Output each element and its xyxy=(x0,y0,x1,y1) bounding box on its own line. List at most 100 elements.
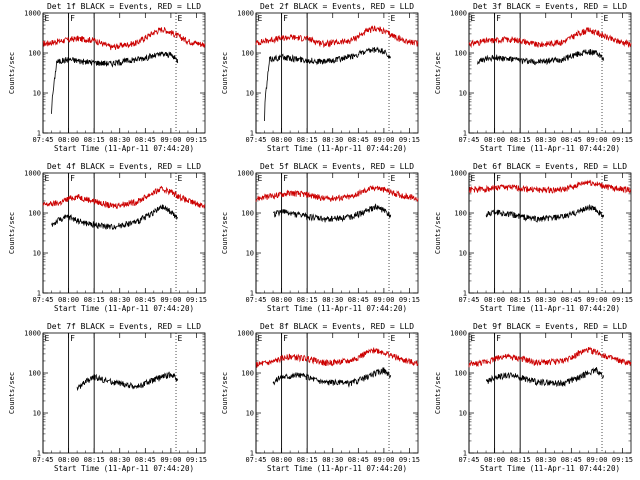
lld-series-line xyxy=(42,27,206,51)
y-axis-label: Counts/sec xyxy=(434,52,442,94)
x-tick-label: 07:45 xyxy=(458,136,479,144)
x-tick-label: 07:45 xyxy=(32,136,53,144)
x-tick-label: 08:45 xyxy=(561,136,582,144)
x-tick-label: 08:15 xyxy=(84,136,105,144)
x-tick-label: 08:30 xyxy=(322,296,343,304)
x-tick-label: 08:30 xyxy=(535,136,556,144)
marker-label: E xyxy=(178,334,183,343)
y-tick-label: 1 xyxy=(463,450,467,458)
x-tick-label: 09:00 xyxy=(373,296,394,304)
y-tick-label: 1 xyxy=(37,290,41,298)
x-tick-label: 08:30 xyxy=(109,136,130,144)
lld-series-line xyxy=(255,347,419,368)
detector-panel-5: Det 5f BLACK = Events, RED = LLD 1 10 100 10… xyxy=(213,160,426,320)
y-axis-label: Counts/sec xyxy=(8,212,16,254)
x-tick-label: 08:30 xyxy=(535,456,556,464)
x-tick-label: 08:15 xyxy=(510,456,531,464)
detector-panel-1: Det 1f BLACK = Events, RED = LLD 1 10 100 10… xyxy=(0,0,213,160)
x-tick-label: 08:30 xyxy=(109,296,130,304)
x-tick-label: 09:15 xyxy=(612,136,633,144)
x-tick-label: 08:00 xyxy=(58,136,79,144)
marker-label: F xyxy=(70,334,75,343)
x-tick-label: 08:45 xyxy=(561,296,582,304)
x-axis-label: Start Time (11-Apr-11 07:44:20) xyxy=(480,304,620,313)
marker-label: F xyxy=(496,334,501,343)
y-tick-label: 100 xyxy=(28,50,41,58)
x-tick-label: 07:45 xyxy=(32,456,53,464)
lld-series-line xyxy=(468,27,632,49)
y-tick-label: 10 xyxy=(33,90,41,98)
plot-frame xyxy=(468,332,632,454)
x-tick-label: 08:00 xyxy=(58,456,79,464)
y-tick-label: 10 xyxy=(33,410,41,418)
x-tick-label: 08:45 xyxy=(348,296,369,304)
x-tick-label: 08:30 xyxy=(322,456,343,464)
marker-label: E xyxy=(604,14,609,23)
y-tick-label: 1000 xyxy=(237,330,254,338)
events-series-line xyxy=(51,204,178,231)
x-tick-label: 09:00 xyxy=(586,296,607,304)
x-axis-label: Start Time (11-Apr-11 07:44:20) xyxy=(54,304,194,313)
y-tick-label: 100 xyxy=(454,370,467,378)
y-tick-label: 1000 xyxy=(237,170,254,178)
x-tick-label: 08:00 xyxy=(484,296,505,304)
marker-label: F xyxy=(70,14,75,23)
x-tick-label: 09:00 xyxy=(373,136,394,144)
detector-panel-9: Det 9f BLACK = Events, RED = LLD 1 10 100 10… xyxy=(426,320,639,480)
y-tick-label: 10 xyxy=(246,90,254,98)
marker-label: E xyxy=(604,174,609,183)
marker-label: E xyxy=(391,174,396,183)
marker-label: E xyxy=(471,334,476,343)
events-series-line xyxy=(76,371,179,392)
plot-frame xyxy=(255,12,419,134)
x-tick-label: 08:15 xyxy=(297,296,318,304)
y-tick-label: 1 xyxy=(463,130,467,138)
marker-label: F xyxy=(496,174,501,183)
panel-title: Det 7f BLACK = Events, RED = LLD xyxy=(47,322,201,331)
panel-title: Det 1f BLACK = Events, RED = LLD xyxy=(47,2,201,11)
events-series-line xyxy=(272,367,392,388)
detector-panel-8: Det 8f BLACK = Events, RED = LLD 1 10 100 10… xyxy=(213,320,426,480)
x-tick-label: 09:15 xyxy=(612,296,633,304)
panel-title: Det 5f BLACK = Events, RED = LLD xyxy=(260,162,414,171)
marker-label: E xyxy=(258,14,263,23)
lld-series-line xyxy=(468,346,632,368)
y-tick-label: 100 xyxy=(454,50,467,58)
marker-label: E xyxy=(178,14,183,23)
y-tick-label: 100 xyxy=(241,50,254,58)
y-tick-label: 100 xyxy=(454,210,467,218)
x-tick-label: 08:00 xyxy=(484,136,505,144)
x-tick-label: 08:15 xyxy=(84,456,105,464)
y-tick-label: 1 xyxy=(250,130,254,138)
marker-label: E xyxy=(391,334,396,343)
marker-label: E xyxy=(45,334,50,343)
panel-title: Det 8f BLACK = Events, RED = LLD xyxy=(260,322,414,331)
x-tick-label: 09:15 xyxy=(399,136,420,144)
y-tick-label: 10 xyxy=(459,250,467,258)
y-tick-label: 10 xyxy=(246,250,254,258)
panel-svg: Det 6f BLACK = Events, RED = LLD 1 10 100 10… xyxy=(434,162,633,313)
panel-title: Det 6f BLACK = Events, RED = LLD xyxy=(473,162,627,171)
plot-frame xyxy=(468,12,632,134)
panel-svg: Det 8f BLACK = Events, RED = LLD 1 10 100 10… xyxy=(221,322,420,473)
detector-panel-2: Det 2f BLACK = Events, RED = LLD 1 10 100 10… xyxy=(213,0,426,160)
x-axis-label: Start Time (11-Apr-11 07:44:20) xyxy=(267,464,407,473)
x-tick-label: 08:00 xyxy=(271,136,292,144)
y-tick-label: 1000 xyxy=(237,10,254,18)
y-axis-label: Counts/sec xyxy=(221,212,229,254)
x-tick-label: 08:00 xyxy=(271,296,292,304)
lld-series-line xyxy=(42,185,206,210)
events-series-line xyxy=(486,367,605,388)
x-tick-label: 07:45 xyxy=(245,296,266,304)
x-axis-label: Start Time (11-Apr-11 07:44:20) xyxy=(267,304,407,313)
x-axis-label: Start Time (11-Apr-11 07:44:20) xyxy=(267,144,407,153)
marker-label: F xyxy=(496,14,501,23)
marker-label: E xyxy=(391,14,396,23)
y-tick-label: 1000 xyxy=(24,330,41,338)
panel-svg: Det 5f BLACK = Events, RED = LLD 1 10 100 10… xyxy=(221,162,420,313)
marker-label: E xyxy=(45,174,50,183)
x-tick-label: 08:30 xyxy=(535,296,556,304)
y-tick-label: 1000 xyxy=(24,10,41,18)
plot-frame xyxy=(42,332,206,454)
x-tick-label: 08:15 xyxy=(510,296,531,304)
